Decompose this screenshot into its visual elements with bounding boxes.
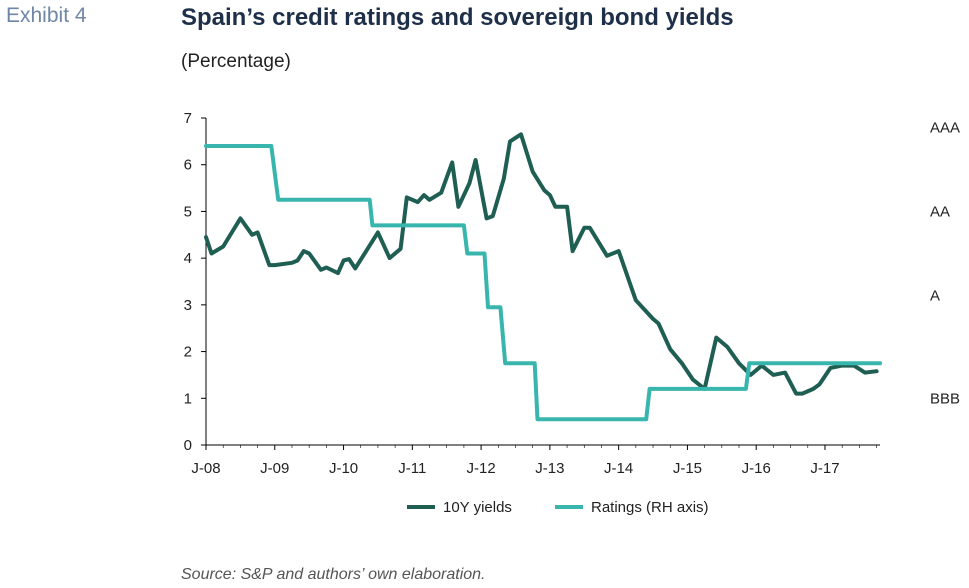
x-tick-label: J-09 [260, 460, 289, 477]
y-tick-label: 5 [184, 203, 192, 220]
series-10y-yields-line [204, 132, 879, 396]
y-tick-label: 4 [184, 250, 192, 267]
legend-label: Ratings (RH axis) [591, 499, 709, 516]
y-tick-label: 7 [184, 110, 192, 127]
rating-label: BBB [930, 390, 960, 407]
x-tick-label: J-15 [673, 460, 702, 477]
x-tick-label: J-11 [398, 460, 426, 477]
chart-title: Spain’s credit ratings and sovereign bon… [181, 4, 734, 31]
exhibit-label: Exhibit 4 [6, 4, 87, 27]
series-ratings-line [204, 144, 882, 422]
legend-label: 10Y yields [443, 499, 512, 516]
x-tick-label: J-10 [329, 460, 358, 477]
source-note: Source: S&P and authors’ own elaboration… [181, 566, 486, 583]
x-tick-label: J-17 [810, 460, 839, 477]
y-tick-label: 2 [184, 344, 192, 361]
x-tick-label: J-13 [535, 460, 564, 477]
y-tick-label: 0 [184, 437, 192, 454]
x-tick-label: J-08 [191, 460, 220, 477]
x-tick-label: J-16 [742, 460, 771, 477]
rating-label: AA [930, 203, 950, 220]
x-tick-label: J-12 [467, 460, 496, 477]
y-tick-label: 1 [184, 390, 192, 407]
y-tick-label: 3 [184, 297, 192, 314]
rating-label: AAA [930, 119, 960, 136]
x-tick-label: J-14 [604, 460, 633, 477]
rating-label: A [930, 288, 940, 305]
chart-subtitle: (Percentage) [181, 51, 291, 72]
y-tick-label: 6 [184, 157, 192, 174]
chart-canvas: 0 1 2 3 4 5 6 7 J-08 J-09 J-10 J-11 J-12 J-13 J-14 J-15… [184, 110, 960, 516]
